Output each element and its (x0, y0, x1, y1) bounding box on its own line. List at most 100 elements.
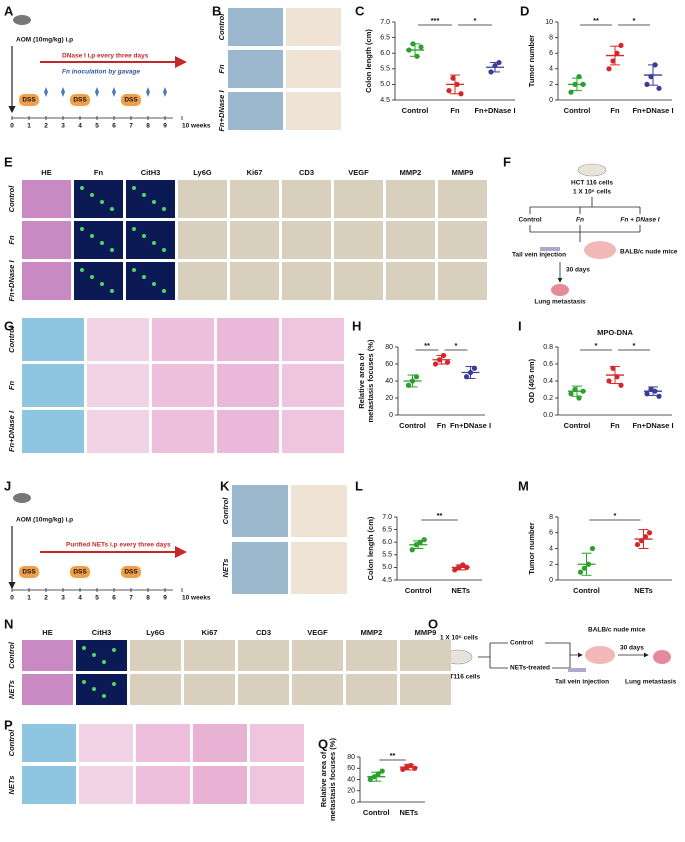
micrograph (130, 640, 181, 671)
count-label: 1 X 10⁶ cells (573, 189, 611, 196)
y-tick-label: 60 (385, 361, 393, 368)
y-tick-label: 60 (347, 765, 355, 772)
data-point (471, 365, 478, 371)
gavage-icon (146, 87, 150, 97)
panel-letter: Q (318, 736, 328, 751)
dss-label: DSS (73, 569, 87, 576)
fluorescence-spot (80, 268, 84, 272)
x-tick-label: Fn (437, 421, 447, 430)
column-header: MMP9 (452, 168, 474, 177)
data-point (568, 89, 574, 95)
fluorescence-spot (100, 200, 104, 204)
panel-letter: D (520, 3, 529, 18)
fluorescence-spot (142, 193, 146, 197)
x-tick-label: NETs (399, 808, 418, 817)
data-point (572, 81, 578, 87)
gavage-icon (163, 87, 167, 97)
x-tick-label: Fn (610, 421, 620, 430)
panel-letter: J (4, 478, 11, 493)
fluorescence-spot (102, 660, 106, 664)
mouse-icon (13, 15, 31, 25)
fluorescence-spot (92, 687, 96, 691)
micrograph (292, 640, 343, 671)
data-point (646, 530, 653, 536)
micrograph (22, 262, 71, 300)
data-point (580, 388, 586, 394)
y-tick-label: 6.0 (380, 50, 390, 57)
x-tick-label: Fn+DNase I (474, 106, 515, 115)
fluorescence-spot (162, 207, 166, 211)
column-header: MMP2 (400, 168, 422, 177)
panel-letter: B (212, 3, 221, 18)
y-tick-label: 40 (385, 378, 393, 385)
x-tick-label: Fn (610, 106, 620, 115)
micrograph (217, 410, 279, 453)
row-label: Control (7, 729, 16, 757)
fluorescence-spot (152, 282, 156, 286)
significance-label: * (455, 341, 458, 350)
micrograph (152, 410, 214, 453)
outcome-label: Lung metastasis (534, 299, 586, 306)
y-tick-label: 6 (549, 530, 553, 537)
y-axis-label: Relative area of (357, 353, 366, 409)
x-tick-label: Control (399, 421, 426, 430)
y-tick-label: 5.0 (382, 564, 392, 571)
x-tick-label: Control (363, 808, 390, 817)
y-tick-label: 8 (549, 514, 553, 521)
micrograph (250, 766, 304, 804)
dss-box (19, 94, 39, 106)
micrograph (438, 221, 487, 259)
micrograph (193, 766, 247, 804)
panel-j-schematic: AOM (10mg/kg) i.p Purified NETs i.p ever… (8, 493, 187, 590)
micrograph (346, 674, 397, 705)
data-point (610, 365, 616, 371)
row-label: Control (7, 641, 16, 669)
micrograph (79, 766, 133, 804)
y-tick-label: 4 (549, 545, 553, 552)
data-point (581, 565, 588, 571)
micrograph (22, 766, 76, 804)
group-label: Control (510, 640, 533, 647)
data-point (638, 538, 645, 544)
micrograph (136, 766, 190, 804)
fluorescence-spot (82, 680, 86, 684)
fluorescence-spot (132, 186, 136, 190)
fluorescence-spot (112, 682, 116, 686)
micrograph (152, 318, 214, 361)
fn-label: Fn inoculation by gavage (62, 69, 140, 76)
micrograph (22, 674, 73, 705)
data-point (464, 564, 470, 571)
lung-icon (653, 650, 671, 664)
timeline-label: 5 (95, 595, 99, 602)
timeline-label: 10 weeks (182, 123, 211, 130)
column-header: HE (42, 628, 52, 637)
data-point (634, 541, 641, 548)
panel-letter: K (220, 478, 230, 493)
micrograph (334, 262, 383, 300)
timeline-label: 9 (163, 595, 167, 602)
micrograph (217, 364, 279, 407)
y-tick-label: 6 (549, 50, 553, 57)
y-tick-label: 6.5 (380, 34, 390, 41)
significance-label: * (614, 511, 617, 520)
column-header: Fn (94, 168, 104, 177)
micrograph (87, 318, 149, 361)
row-label: Fn+DNase I (7, 260, 16, 302)
fluorescence-spot (92, 653, 96, 657)
data-point (644, 81, 650, 87)
panel-letter: L (355, 478, 363, 493)
y-tick-label: 2 (549, 81, 553, 88)
micrograph (386, 262, 435, 300)
micrograph (386, 221, 435, 259)
micrograph (22, 180, 71, 218)
row-label: Control (7, 325, 16, 353)
y-tick-label: 0.6 (543, 361, 553, 368)
micrograph (76, 640, 127, 671)
column-header: MMP2 (361, 628, 383, 637)
gavage-icon (95, 87, 99, 97)
dss-label: DSS (22, 97, 36, 104)
data-point (463, 374, 470, 380)
y-axis-label: OD (405 nm) (527, 358, 536, 403)
y-tick-label: 0 (549, 97, 553, 104)
y-tick-label: 40 (347, 776, 355, 783)
